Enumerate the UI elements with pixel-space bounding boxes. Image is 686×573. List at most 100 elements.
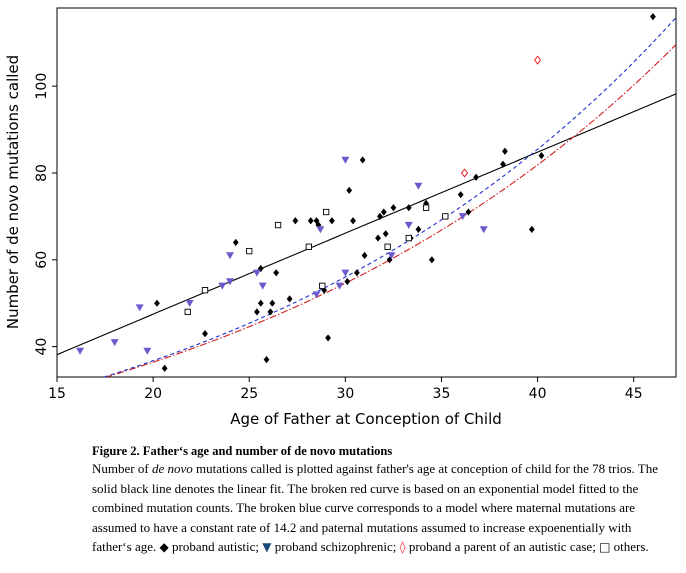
point-autistic: [321, 286, 328, 294]
point-autistic: [269, 299, 276, 307]
point-autistic: [377, 212, 383, 220]
x-axis-label: Age of Father at Conception of Child: [230, 410, 502, 428]
point-other: [274, 221, 282, 229]
point-schizophrenic: [414, 182, 423, 190]
point-autistic: [161, 364, 168, 372]
point-schizophrenic: [404, 221, 413, 229]
plot-frame: [56, 7, 677, 378]
point-autistic: [257, 299, 264, 307]
point-schizophrenic: [387, 252, 396, 260]
caption-body: Number of de novo mutations called is pl…: [92, 459, 672, 558]
point-autistic: [286, 295, 293, 303]
point-autistic: [307, 217, 314, 225]
point-autistic: [405, 204, 412, 212]
legend-autistic-text: proband autistic;: [168, 539, 259, 554]
point-autistic: [273, 269, 280, 277]
point-autistic: [380, 208, 387, 216]
point-autistic: [390, 204, 397, 212]
caption-text-italic: de novo: [151, 461, 193, 476]
y-tick-label: 60: [34, 251, 50, 269]
point-schizophrenic: [335, 282, 344, 290]
point-autistic: [538, 152, 545, 160]
point-autistic: [428, 256, 435, 264]
point-autistic: [325, 334, 331, 342]
caption-title: Figure 2. Father‘s age and number of de …: [92, 444, 393, 458]
point-autistic: [502, 147, 508, 155]
point-parent-of-autistic: [533, 55, 542, 65]
x-tick-label: 30: [336, 386, 354, 402]
point-autistic: [361, 251, 368, 260]
fit-lines: [57, 17, 676, 377]
point-other: [201, 287, 209, 294]
point-other: [319, 282, 326, 289]
point-autistic: [154, 299, 160, 307]
legend-triangle-down-icon: ▼: [262, 540, 272, 554]
point-autistic: [328, 217, 335, 225]
point-autistic: [415, 225, 422, 233]
x-tick-label: 45: [625, 386, 643, 402]
point-autistic: [292, 217, 299, 225]
point-schizophrenic: [218, 282, 227, 290]
x-tick-label: 40: [529, 386, 547, 402]
point-other: [184, 308, 191, 316]
fit-line: [104, 44, 676, 377]
point-autistic: [353, 269, 360, 277]
point-autistic: [254, 308, 260, 316]
point-autistic: [375, 234, 381, 242]
data-points: [76, 13, 656, 372]
x-tick-label: 20: [144, 386, 162, 402]
point-schizophrenic: [226, 252, 235, 260]
point-autistic: [650, 13, 656, 21]
caption-text-1: Number of: [92, 461, 152, 476]
legend-diamond-filled-icon: ◆: [159, 540, 169, 554]
point-autistic: [267, 308, 274, 316]
point-schizophrenic: [185, 300, 194, 307]
point-schizophrenic: [458, 213, 467, 221]
point-autistic: [359, 156, 366, 164]
point-schizophrenic: [226, 278, 235, 286]
point-schizophrenic: [258, 282, 267, 290]
y-axis-label: Number of de novo mutations called: [4, 55, 22, 329]
point-other: [322, 208, 330, 216]
legend-parent-text: proband a parent of an autistic case;: [405, 539, 596, 554]
scatter-chart: 15 20 25 30 35 40 45 40 60 80 100 Age of Father a…: [4, 7, 677, 428]
caption-text-2: mutations called is plotted against fath…: [92, 461, 659, 554]
point-other: [442, 213, 449, 220]
point-schizophrenic: [143, 347, 152, 355]
point-autistic: [263, 356, 270, 364]
point-schizophrenic: [479, 226, 488, 234]
point-autistic: [344, 277, 351, 286]
fit-line: [57, 93, 676, 356]
x-axis: 15 20 25 30 35 40 45: [48, 377, 643, 402]
point-schizophrenic: [341, 156, 350, 164]
point-other: [405, 234, 412, 242]
point-schizophrenic: [316, 226, 325, 234]
point-other: [246, 247, 253, 255]
y-tick-label: 80: [34, 164, 50, 182]
point-schizophrenic: [341, 269, 350, 277]
x-tick-label: 15: [48, 386, 66, 402]
x-tick-label: 25: [240, 386, 258, 402]
point-autistic: [528, 225, 535, 233]
legend-others-text: others.: [610, 539, 649, 554]
point-schizophrenic: [312, 291, 321, 299]
point-autistic: [382, 230, 389, 238]
y-tick-label: 40: [34, 338, 50, 356]
point-other: [305, 243, 312, 250]
legend-square-open-icon: □: [599, 540, 611, 554]
point-autistic: [232, 238, 239, 247]
point-autistic: [346, 186, 353, 194]
point-schizophrenic: [76, 347, 85, 355]
point-schizophrenic: [110, 339, 119, 347]
figure-caption: Figure 2. Father‘s age and number of de …: [92, 443, 672, 558]
legend-schizophrenic-text: proband schizophrenic;: [271, 539, 397, 554]
point-other: [384, 243, 391, 250]
point-autistic: [457, 191, 464, 199]
fit-line: [102, 17, 676, 377]
point-autistic: [465, 208, 472, 216]
y-tick-label: 100: [34, 73, 50, 100]
point-schizophrenic: [252, 269, 261, 277]
point-parent-of-autistic: [460, 168, 469, 178]
x-tick-label: 35: [433, 386, 451, 402]
y-axis: 40 60 80 100: [34, 73, 57, 356]
